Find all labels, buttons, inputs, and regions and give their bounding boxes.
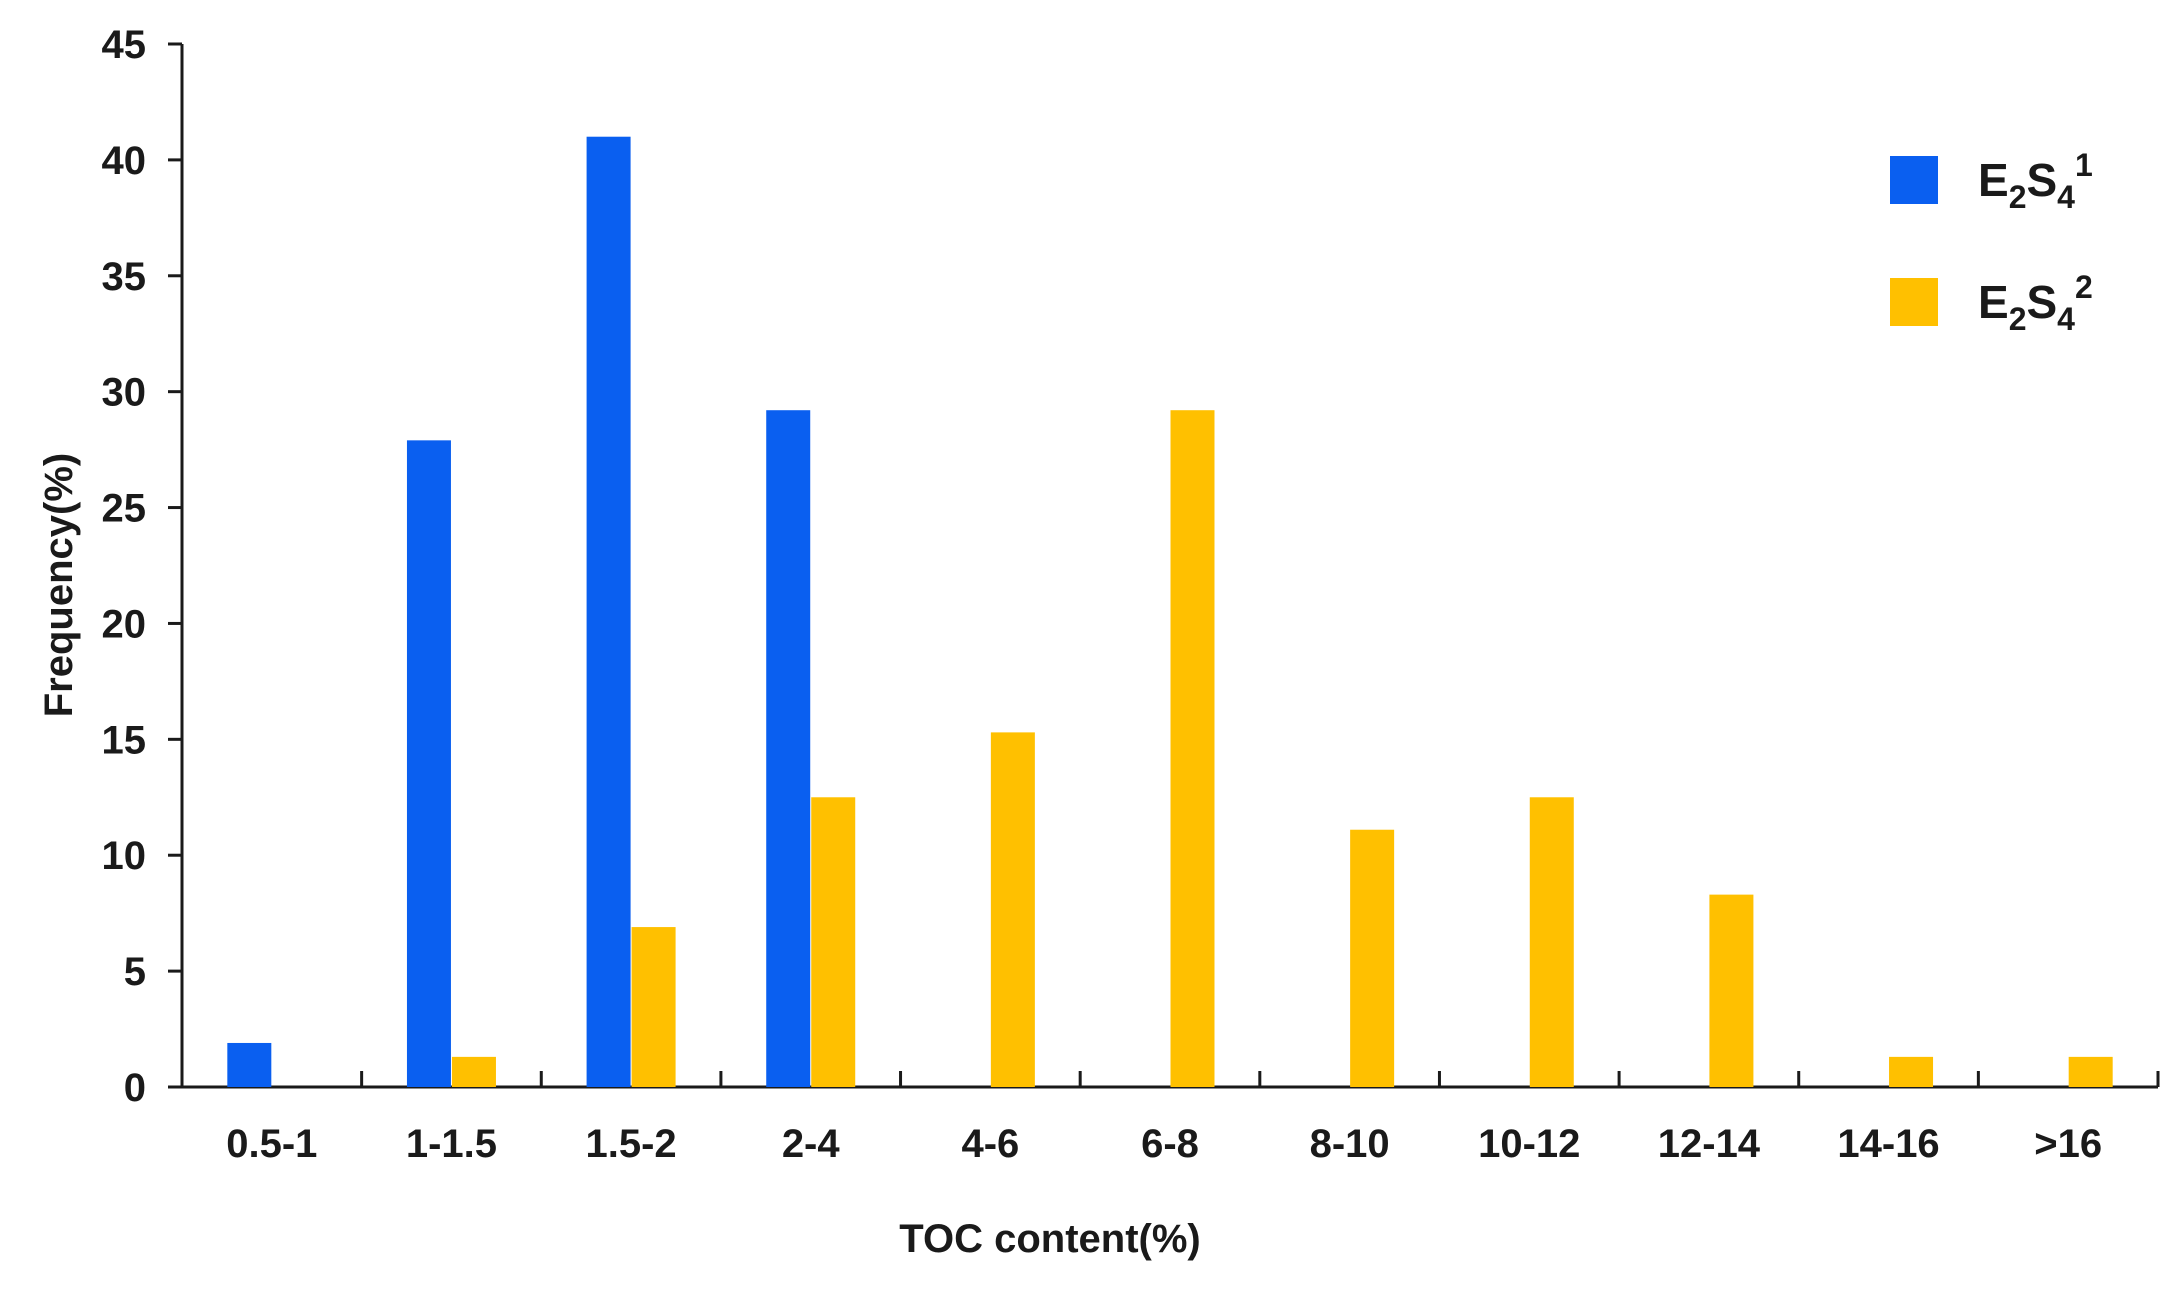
legend-label-part: 4 — [2057, 301, 2075, 337]
x-tick-label: 4-6 — [961, 1122, 1019, 1166]
x-tick-label: >16 — [2034, 1122, 2102, 1166]
legend-label-part: S — [2026, 276, 2057, 328]
legend-label: E2S42 — [1978, 269, 2093, 337]
x-tick-label: 12-14 — [1658, 1122, 1761, 1166]
legend-label-part: 1 — [2075, 147, 2093, 183]
bar-e2s4-2-8 — [1709, 894, 1754, 1087]
x-tick-label: 6-8 — [1141, 1122, 1199, 1166]
tick-labels: 0 5 10 15 20 25 30 35 40 45 0.5-1 1-1.5 1.5-2 2-4 4-6 6… — [102, 23, 2103, 1166]
bar-e2s4-2-2 — [631, 927, 676, 1087]
legend-swatch — [1890, 278, 1938, 326]
legend-label-part: E — [1978, 276, 2009, 328]
y-tick-label: 25 — [102, 487, 147, 531]
legend-label-part: S — [2026, 154, 2057, 206]
x-tick-label: 14-16 — [1837, 1122, 1939, 1166]
bar-e2s4-2-3 — [811, 797, 856, 1087]
bar-e2s4-1-0 — [227, 1042, 272, 1087]
y-tick-label: 40 — [102, 139, 147, 183]
bar-e2s4-2-4 — [990, 732, 1035, 1087]
bar-e2s4-2-9 — [1889, 1056, 1934, 1087]
y-tick-label: 10 — [102, 834, 147, 878]
y-tick-label: 5 — [124, 950, 146, 994]
y-tick-label: 35 — [102, 255, 147, 299]
y-tick-label: 30 — [102, 371, 147, 415]
bars — [227, 136, 2113, 1088]
x-tick-label: 0.5-1 — [226, 1122, 317, 1166]
legend-label-part: 2 — [2009, 301, 2027, 337]
bar-e2s4-2-5 — [1170, 410, 1215, 1088]
bar-e2s4-2-7 — [1529, 797, 1574, 1087]
legend-label-part: 2 — [2009, 179, 2027, 215]
legend-label-part: 2 — [2075, 269, 2093, 305]
legend-label-part: E — [1978, 154, 2009, 206]
bar-e2s4-2-10 — [2068, 1056, 2113, 1087]
x-tick-label: 1.5-2 — [586, 1122, 677, 1166]
bar-e2s4-1-3 — [766, 410, 811, 1088]
x-tick-label: 8-10 — [1310, 1122, 1390, 1166]
legend-label-part: 4 — [2057, 179, 2075, 215]
bar-e2s4-1-1 — [406, 440, 451, 1088]
x-tick-label: 2-4 — [782, 1122, 841, 1166]
y-tick-label: 45 — [102, 23, 147, 67]
x-tick-label: 1-1.5 — [406, 1122, 497, 1166]
y-tick-label: 20 — [102, 602, 147, 646]
y-axis-title: Frequency(%) — [37, 453, 81, 718]
legend-label: E2S41 — [1978, 147, 2093, 215]
y-tick-label: 0 — [124, 1066, 146, 1110]
x-axis-title: TOC content(%) — [899, 1217, 1200, 1261]
legend-swatch — [1890, 156, 1938, 204]
y-tick-label: 15 — [102, 718, 147, 762]
x-tick-label: 10-12 — [1478, 1122, 1580, 1166]
axes — [168, 42, 2160, 1089]
bar-e2s4-1-2 — [586, 136, 631, 1087]
bar-e2s4-2-6 — [1350, 829, 1395, 1087]
bar-e2s4-2-1 — [451, 1056, 496, 1087]
